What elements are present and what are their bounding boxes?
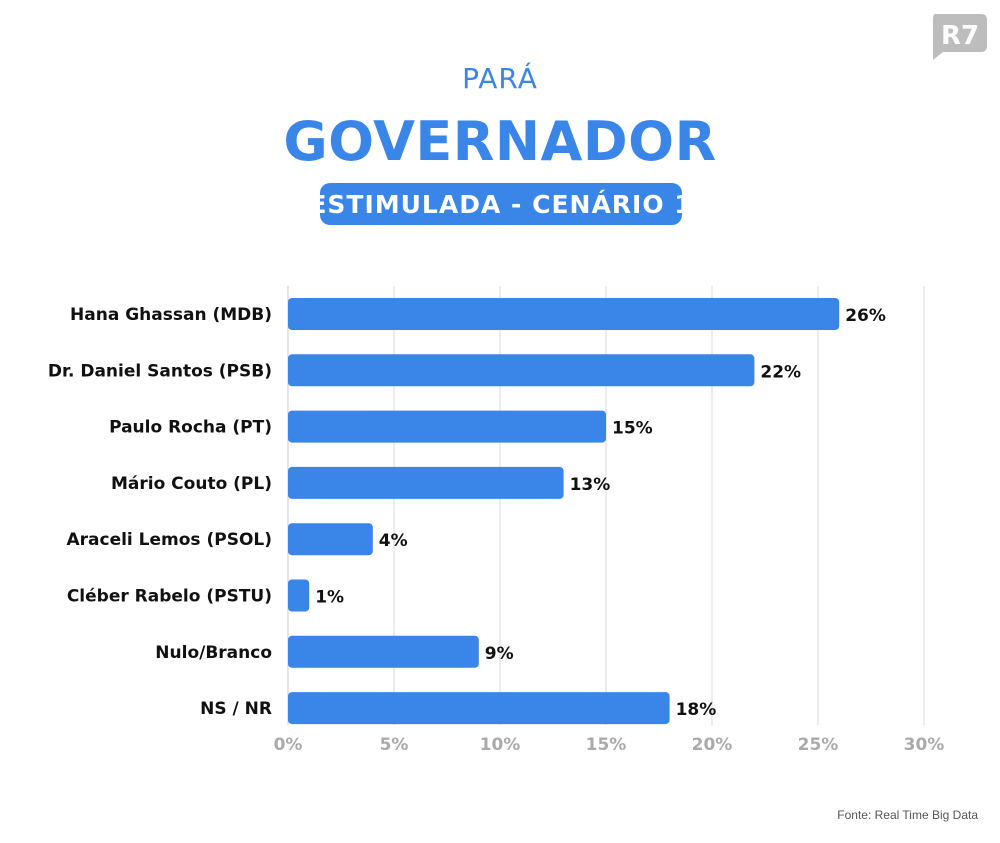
value-label: 4% — [379, 531, 408, 551]
bar — [288, 410, 606, 443]
logo-text: R7 — [941, 21, 979, 51]
category-label: Dr. Daniel Santos (PSB) — [48, 361, 272, 381]
category-label: Paulo Rocha (PT) — [109, 418, 272, 438]
scenario-badge: ESTIMULADA - CENÁRIO 1 — [309, 183, 692, 225]
x-tick-label: 25% — [798, 735, 839, 755]
bar — [288, 354, 755, 387]
x-tick-label: 20% — [692, 735, 733, 755]
x-tick-label: 30% — [904, 735, 945, 755]
category-label: Cléber Rabelo (PSTU) — [67, 587, 272, 607]
value-label: 1% — [315, 588, 344, 608]
bar — [288, 523, 373, 556]
category-label: Nulo/Branco — [155, 643, 272, 663]
r7-logo-icon: R7 — [927, 12, 989, 62]
value-label: 22% — [760, 362, 801, 382]
category-label: Mário Couto (PL) — [111, 474, 272, 494]
value-label: 15% — [612, 419, 653, 439]
bar — [288, 466, 564, 499]
chart-title: GOVERNADOR — [283, 110, 717, 173]
value-label: 9% — [485, 644, 514, 664]
category-label: Araceli Lemos (PSOL) — [66, 530, 272, 550]
x-tick-label: 5% — [380, 735, 409, 755]
x-tick-label: 0% — [274, 735, 303, 755]
value-label: 18% — [676, 700, 717, 720]
x-tick-label: 10% — [480, 735, 521, 755]
pre-title: PARÁ — [462, 62, 538, 95]
bar — [288, 692, 670, 725]
bar — [288, 298, 840, 330]
bar — [288, 579, 310, 612]
value-label: 13% — [570, 475, 611, 495]
bar — [288, 635, 479, 668]
value-label: 26% — [845, 306, 886, 326]
category-label: NS / NR — [200, 699, 272, 719]
source-note: Fonte: Real Time Big Data — [837, 808, 978, 822]
category-label: Hana Ghassan (MDB) — [70, 305, 272, 325]
x-tick-label: 15% — [586, 735, 627, 755]
